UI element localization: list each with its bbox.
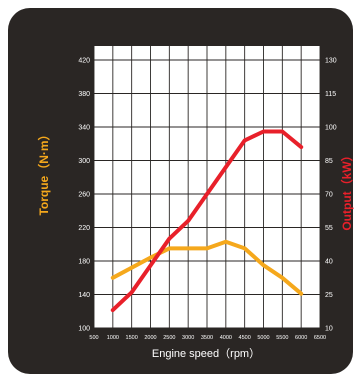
- left-tick-label: 420: [78, 58, 90, 65]
- x-tick-label: 6500: [314, 335, 326, 341]
- x-tick-label: 3000: [182, 335, 194, 341]
- engine-speed-axis-label: Engine speed（rpm）: [152, 347, 260, 360]
- right-tick-label: 130: [325, 58, 337, 65]
- left-tick-label: 100: [78, 326, 90, 333]
- right-tick-label: 100: [325, 125, 337, 132]
- left-tick-label: 380: [78, 91, 90, 98]
- right-tick-label: 40: [325, 259, 333, 266]
- output-axis-label: Output（kW）: [339, 149, 354, 230]
- x-tick-label: 4500: [239, 335, 251, 341]
- right-tick-label: 55: [325, 225, 333, 232]
- left-tick-label: 340: [78, 125, 90, 132]
- left-tick-label: 220: [78, 225, 90, 232]
- right-tick-label: 70: [325, 192, 333, 199]
- x-tick-label: 500: [89, 335, 98, 341]
- right-axis-ticks: 10 25 40 55 70 85 100 115 130: [325, 58, 337, 333]
- x-tick-label: 3500: [201, 335, 213, 341]
- right-tick-label: 115: [325, 91, 336, 98]
- x-tick-label: 4000: [220, 335, 232, 341]
- right-tick-label: 85: [325, 158, 333, 165]
- x-tick-label: 2500: [163, 335, 175, 341]
- x-axis-ticks: 500 1000 1500 2000 2500 3000 3500 4000 4500 5000 5…: [89, 335, 326, 341]
- x-tick-label: 2000: [144, 335, 156, 341]
- left-axis-ticks: 100 140 180 220 260 300 340 380 420: [78, 58, 90, 333]
- right-tick-label: 10: [325, 326, 333, 333]
- x-tick-label: 5000: [257, 335, 269, 341]
- torque-series-line: [110, 239, 304, 296]
- left-tick-label: 140: [78, 292, 90, 299]
- series-layer: [110, 129, 304, 313]
- x-tick-label: 5500: [276, 335, 288, 341]
- torque-axis-label: Torque（N·m）: [36, 128, 51, 215]
- right-tick-label: 25: [325, 292, 333, 299]
- x-tick-label: 1000: [107, 335, 119, 341]
- x-tick-label: 6000: [295, 335, 307, 341]
- output-series-line: [110, 129, 304, 313]
- left-tick-label: 300: [78, 158, 90, 165]
- left-tick-label: 180: [78, 259, 90, 266]
- x-tick-label: 1500: [126, 335, 138, 341]
- grid: [93, 46, 321, 329]
- left-tick-label: 260: [78, 192, 90, 199]
